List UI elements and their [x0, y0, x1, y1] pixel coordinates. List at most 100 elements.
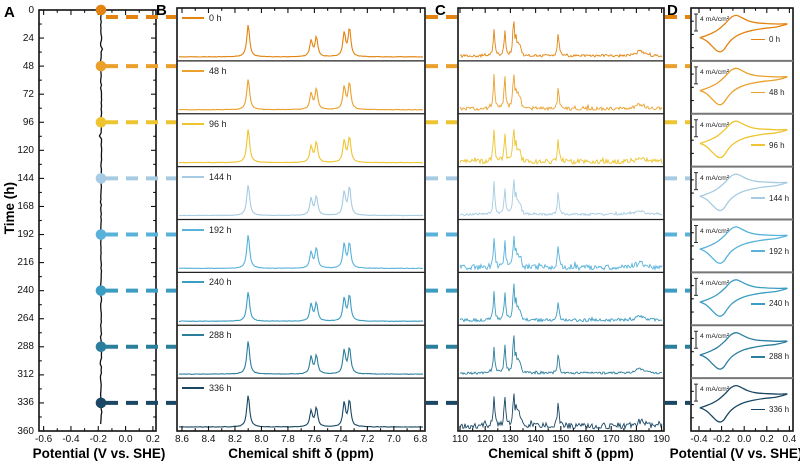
cv-curve [699, 332, 788, 370]
cv-curve [699, 14, 788, 53]
a-ytick-label: 312 [17, 369, 34, 381]
a-xtick-label: -0.6 [35, 434, 53, 445]
cv-curve [699, 279, 788, 317]
legend-label: 336 h [769, 405, 790, 415]
b-xtick-label: 7.8 [280, 434, 295, 445]
cv-legend: 48 h [751, 88, 785, 97]
a-xtick-label: 0.0 [118, 434, 133, 445]
cv-scalebar-label: 4 mA/cm² [700, 121, 730, 129]
b-xtick-label: 7.4 [333, 434, 348, 445]
legend-label: 144 h [769, 193, 790, 203]
panel-c-xaxis-title: Chemical shift δ (ppm) [488, 446, 634, 461]
panel-a-frame [38, 9, 157, 432]
sample-time-dot [95, 173, 107, 184]
legend-line-swatch [751, 408, 765, 411]
c-xtick-label: 160 [577, 434, 595, 445]
panel-letter-b: B [156, 2, 167, 19]
nmr1h-legend: 144 h [182, 172, 232, 182]
b-xtick-label: 8.2 [228, 434, 242, 445]
cv-scalebar-label: 4 mA/cm² [700, 68, 730, 76]
d-xtick-label: 0.0 [737, 434, 752, 445]
d-xtick-label: 0.2 [759, 434, 774, 445]
nmr1h-trace [179, 395, 423, 428]
cv-curve [699, 173, 788, 212]
c-xtick-label: 180 [628, 434, 645, 445]
legend-line-swatch [751, 250, 765, 252]
sample-time-dot [95, 116, 107, 128]
sample-time-dot [95, 285, 107, 296]
nmr13c-trace [459, 129, 663, 165]
legend-label: 336 h [209, 383, 232, 394]
legend-label: 240 h [769, 299, 790, 309]
panel-letter-a: A [4, 4, 15, 21]
nmr1h-trace [179, 235, 423, 270]
cv-scalebar-label: 4 mA/cm² [700, 227, 730, 235]
b-xtick-label: 7.6 [307, 434, 322, 445]
legend-line-swatch [182, 387, 204, 390]
panel-letter-c: C [435, 2, 446, 19]
c-xtick-label: 140 [527, 434, 544, 445]
cv-curve [699, 384, 788, 423]
panel-b-xaxis-title: Chemical shift δ (ppm) [228, 446, 374, 461]
nmr13c-trace [459, 74, 663, 112]
cv-curve [699, 226, 788, 265]
cv-legend: 0 h [751, 35, 780, 44]
nmr1h-trace [178, 79, 424, 111]
legend-label: 144 h [209, 171, 232, 182]
nmr13c-trace [459, 393, 663, 430]
a-ytick-label: 336 [17, 397, 34, 409]
cv-legend: 96 h [751, 141, 785, 150]
legend-line-swatch [182, 228, 204, 231]
legend-line-swatch [182, 281, 204, 284]
nmr1h-legend: 0 h [182, 13, 222, 23]
cv-legend: 288 h [751, 352, 789, 361]
legend-line-swatch [751, 144, 765, 147]
c-xtick-label: 150 [552, 434, 570, 445]
a-ytick-label: 216 [17, 257, 34, 269]
legend-line-swatch [751, 355, 765, 358]
legend-line-swatch [751, 197, 765, 199]
legend-label: 192 h [209, 224, 232, 235]
cv-curve [699, 120, 788, 159]
panel-a-xaxis-title: Potential (V vs. SHE) [32, 446, 166, 461]
legend-line-swatch [182, 122, 204, 125]
a-ytick-label: 192 [17, 229, 34, 241]
cv-scalebar-label: 4 mA/cm² [700, 333, 730, 341]
a-ytick-label: 144 [17, 172, 34, 184]
nmr1h-legend: 288 h [182, 330, 232, 340]
cv-scalebar-label: 4 mA/cm² [700, 174, 730, 182]
legend-label: 96 h [209, 118, 227, 129]
a-ytick-label: 0 [28, 4, 34, 16]
cv-legend: 192 h [751, 247, 789, 256]
legend-label: 96 h [769, 140, 785, 150]
nmr1h-trace [179, 292, 424, 323]
c-xtick-label: 190 [653, 434, 670, 445]
a-ytick-label: 360 [17, 425, 34, 437]
legend-label: 0 h [769, 35, 781, 44]
cv-legend: 240 h [751, 299, 789, 308]
a-xtick-label: -0.2 [89, 434, 107, 445]
d-xtick-label: -0.2 [712, 434, 731, 445]
a-ytick-label: 240 [17, 285, 34, 297]
a-xtick-label: 0.2 [145, 434, 160, 445]
sample-time-dot [95, 341, 107, 353]
cv-scalebar-label: 4 mA/cm² [700, 16, 730, 23]
nmr1h-legend: 96 h [182, 119, 227, 129]
nmr13c-trace [459, 235, 663, 272]
legend-line-swatch [751, 303, 765, 305]
nmr1h-trace [178, 129, 423, 164]
legend-line-swatch [182, 17, 204, 19]
cv-scalebar-label: 4 mA/cm² [700, 280, 730, 288]
a-ytick-label: 120 [17, 144, 34, 156]
legend-label: 0 h [209, 13, 222, 23]
c-xtick-label: 110 [452, 434, 468, 445]
b-xtick-label: 6.8 [413, 434, 428, 445]
legend-label: 48 h [209, 65, 227, 76]
legend-label: 192 h [769, 246, 790, 256]
legend-line-swatch [751, 38, 765, 41]
sample-time-dot [95, 60, 107, 72]
nmr13c-trace [459, 283, 662, 323]
nmr13c-trace [459, 179, 663, 217]
